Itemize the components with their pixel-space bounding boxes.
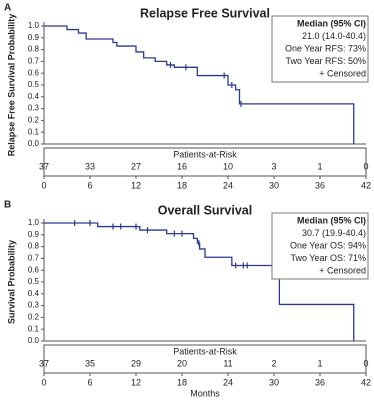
y-tick-label: 0.8 <box>28 45 40 54</box>
annotation: Two Year RFS: 50% <box>285 56 366 66</box>
risk-table-frame <box>43 344 367 374</box>
annotation: Median (95% CI) <box>297 18 366 28</box>
x-tick-label: 30 <box>269 180 279 190</box>
x-tick-label: 36 <box>315 377 325 387</box>
x-tick-label: 18 <box>177 377 187 387</box>
y-tick-label: 0.3 <box>28 301 40 310</box>
annotation: 21.0 (14.0-40.4) <box>302 31 366 41</box>
y-axis-label: Relapse Free Survival Probability <box>6 14 16 157</box>
y-tick-label: 0.7 <box>28 57 40 66</box>
x-axis-label: Months <box>190 388 220 398</box>
at-risk-count: 29 <box>131 358 141 368</box>
annotation-box <box>271 15 369 83</box>
at-risk-count: 2 <box>271 358 276 368</box>
x-tick-label: 24 <box>223 377 233 387</box>
y-tick-label: 0.4 <box>28 92 40 101</box>
at-risk-count: 11 <box>223 358 232 368</box>
annotation: 30.7 (19.9-40.4) <box>302 228 366 238</box>
at-risk-count: 37 <box>39 358 49 368</box>
y-tick-label: 0.6 <box>28 68 40 77</box>
y-tick-label: 1.0 <box>28 21 40 30</box>
risk-label: Patients-at-Risk <box>173 149 237 159</box>
at-risk-count: 37 <box>39 161 49 171</box>
x-tick-label: 6 <box>87 377 92 387</box>
at-risk-count: 0 <box>363 161 368 171</box>
at-risk-count: 0 <box>363 358 368 368</box>
x-tick-label: 24 <box>223 180 233 190</box>
x-tick-label: 0 <box>41 180 46 190</box>
y-tick-label: 0.8 <box>28 242 40 251</box>
y-tick-label: 0.1 <box>28 324 40 333</box>
chart-title: Overall Survival <box>158 203 253 217</box>
survival-curve <box>44 222 355 341</box>
y-tick-label: 0.6 <box>28 265 40 274</box>
y-tick-label: 0.0 <box>28 336 40 345</box>
annotation: One Year OS: 94% <box>290 240 366 250</box>
x-tick-label: 0 <box>41 377 46 387</box>
at-risk-count: 10 <box>223 161 233 171</box>
at-risk-count: 16 <box>177 161 187 171</box>
x-tick-label: 36 <box>315 180 325 190</box>
x-tick-label: 18 <box>177 180 187 190</box>
at-risk-count: 20 <box>177 358 187 368</box>
x-tick-label: 12 <box>131 377 141 387</box>
at-risk-count: 35 <box>85 358 95 368</box>
annotation: + Censored <box>319 68 366 78</box>
panel-label: A <box>4 3 11 14</box>
annotation: + Censored <box>319 265 366 275</box>
at-risk-count: 27 <box>131 161 141 171</box>
annotation: One Year RFS: 73% <box>285 43 366 53</box>
y-tick-label: 0.2 <box>28 116 40 125</box>
x-tick-label: 12 <box>131 180 141 190</box>
y-tick-label: 0.2 <box>28 313 40 322</box>
at-risk-count: 3 <box>271 161 276 171</box>
risk-table-frame <box>43 147 367 177</box>
y-tick-label: 0.7 <box>28 254 40 263</box>
x-tick-label: 30 <box>269 377 279 387</box>
chart-title: Relapse Free Survival <box>140 6 270 20</box>
y-axis-label: Survival Probability <box>6 240 16 324</box>
y-tick-label: 0.3 <box>28 104 40 113</box>
at-risk-count: 33 <box>85 161 95 171</box>
x-tick-label: 42 <box>361 377 371 387</box>
annotation-box <box>271 212 369 280</box>
survival-curve <box>44 25 355 144</box>
y-tick-label: 0.0 <box>28 139 40 148</box>
y-tick-label: 0.9 <box>28 230 40 239</box>
annotation: Median (95% CI) <box>297 215 366 225</box>
y-tick-label: 0.9 <box>28 33 40 42</box>
y-tick-label: 0.4 <box>28 289 40 298</box>
x-tick-label: 42 <box>361 180 371 190</box>
panel-label: B <box>4 200 11 211</box>
x-tick-label: 6 <box>87 180 92 190</box>
y-tick-label: 0.5 <box>28 277 40 286</box>
annotation: Two Year OS: 71% <box>290 253 366 263</box>
at-risk-count: 1 <box>317 161 322 171</box>
risk-label: Patients-at-Risk <box>173 346 237 356</box>
y-tick-label: 1.0 <box>28 218 40 227</box>
at-risk-count: 1 <box>317 358 322 368</box>
y-tick-label: 0.1 <box>28 127 40 136</box>
y-tick-label: 0.5 <box>28 80 40 89</box>
